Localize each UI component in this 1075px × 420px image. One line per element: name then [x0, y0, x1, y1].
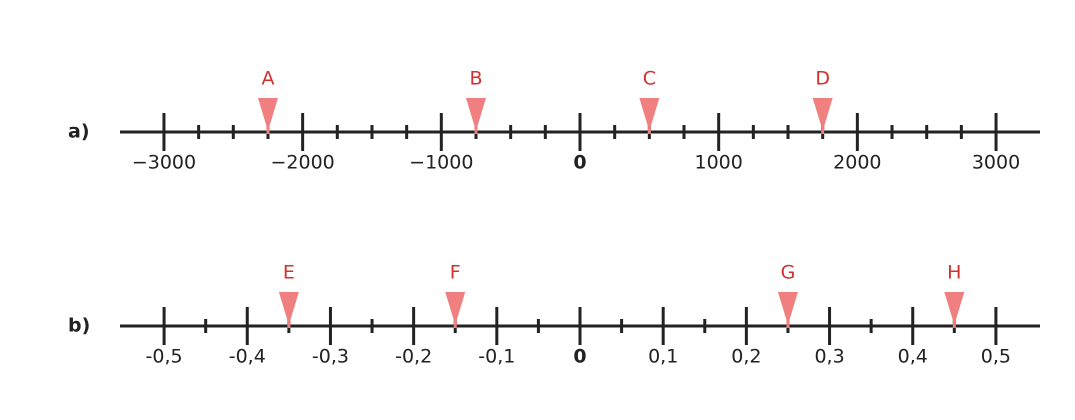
tick-label: -0,4: [229, 346, 266, 368]
tick-label: −3000: [132, 152, 196, 174]
tick-label: −2000: [271, 152, 335, 174]
tick-label: 0,1: [648, 346, 678, 368]
tick-label: -0,5: [146, 346, 183, 368]
marker-label: E: [283, 262, 295, 284]
marker-label: H: [947, 262, 961, 284]
row-label: a): [68, 121, 90, 143]
marker: [278, 292, 299, 328]
marker-label: C: [643, 68, 656, 90]
marker-label: F: [450, 262, 461, 284]
tick-label: 2000: [833, 152, 881, 174]
tick-label: 0,4: [898, 346, 928, 368]
tick-label: -0,1: [478, 346, 515, 368]
tick-label: 0,3: [814, 346, 844, 368]
tick-label: 0: [573, 152, 586, 174]
tick-label: 0,5: [981, 346, 1011, 368]
marker: [777, 292, 798, 328]
marker-label: D: [815, 68, 830, 90]
tick-label: -0,2: [395, 346, 432, 368]
marker-label: G: [781, 262, 796, 284]
tick-label: 1000: [694, 152, 742, 174]
marker: [639, 98, 660, 134]
tick-label: 0,2: [731, 346, 761, 368]
marker: [812, 98, 833, 134]
tick-label: 3000: [972, 152, 1020, 174]
marker: [445, 292, 466, 328]
marker: [944, 292, 965, 328]
marker: [257, 98, 278, 134]
tick-label: −1000: [409, 152, 473, 174]
marker-label: A: [261, 68, 274, 90]
tick-label: 0: [573, 346, 586, 368]
marker-label: B: [469, 68, 482, 90]
marker: [465, 98, 486, 134]
tick-label: -0,3: [312, 346, 349, 368]
row-label: b): [68, 315, 90, 337]
